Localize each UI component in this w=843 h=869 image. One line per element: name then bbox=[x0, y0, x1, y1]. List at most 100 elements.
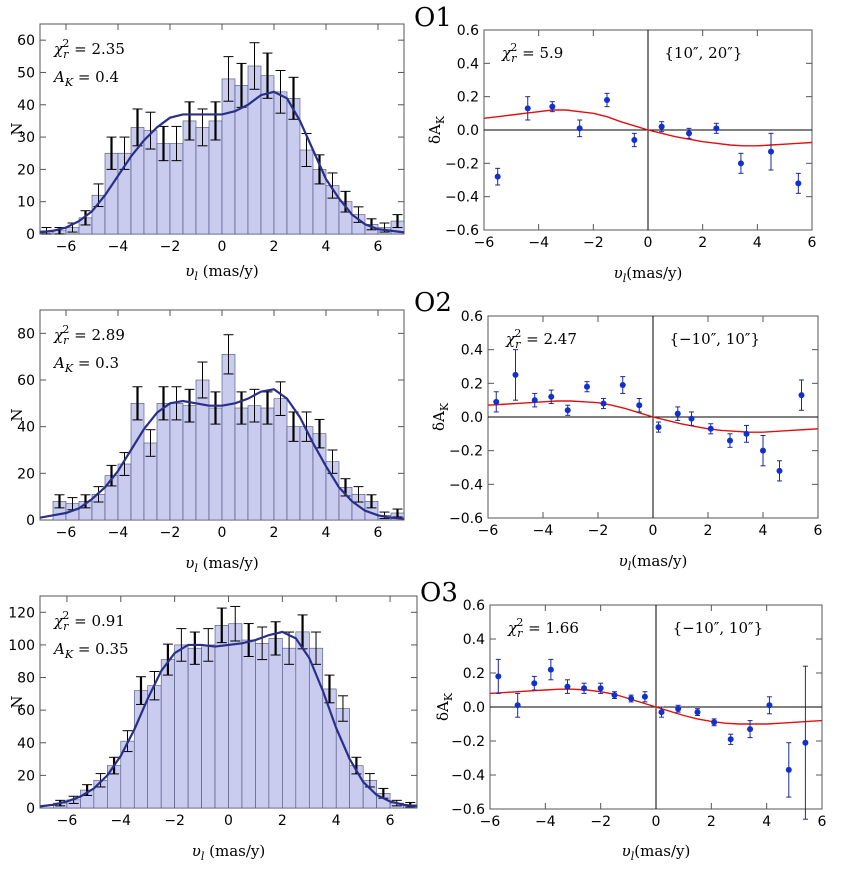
data-point bbox=[524, 105, 531, 112]
y-tick-label: 40 bbox=[17, 98, 35, 114]
y-axis-label: δAK bbox=[426, 115, 447, 144]
histogram-bar bbox=[221, 354, 236, 521]
offset-range-annotation: {−10″, 10″} bbox=[673, 619, 764, 637]
data-point bbox=[760, 447, 766, 454]
data-point bbox=[604, 97, 610, 103]
x-tick-label: −6 bbox=[56, 525, 77, 541]
chi-square-annotation: χr2 = 2.35 bbox=[53, 37, 125, 61]
x-tick-label: 4 bbox=[762, 814, 771, 830]
x-tick-label: −6 bbox=[474, 235, 495, 251]
histogram-bar bbox=[221, 78, 236, 235]
extinction-annotation: AK = 0.3 bbox=[52, 354, 119, 375]
x-tick-label: −2 bbox=[590, 814, 611, 830]
y-tick-label: 80 bbox=[17, 326, 35, 342]
y-tick-label: 120 bbox=[8, 605, 35, 621]
data-point bbox=[564, 407, 571, 414]
histogram-bar bbox=[247, 65, 262, 235]
x-tick-label: 0 bbox=[652, 814, 661, 830]
y-tick-label: −0.6 bbox=[445, 223, 479, 239]
y-tick-label: 60 bbox=[17, 33, 35, 49]
data-point bbox=[548, 393, 555, 400]
y-tick-label: 0.4 bbox=[463, 632, 485, 648]
x-tick-label: 0 bbox=[218, 239, 227, 255]
y-tick-label: 0.6 bbox=[457, 23, 479, 39]
panel-title-o2: O2 bbox=[414, 288, 452, 318]
y-tick-label: 0.4 bbox=[457, 56, 479, 72]
data-point bbox=[600, 400, 607, 407]
y-tick-label: −0.2 bbox=[449, 444, 483, 460]
y-tick-label: 0.2 bbox=[461, 376, 483, 392]
x-tick-label: −4 bbox=[110, 813, 131, 829]
x-tick-label: 2 bbox=[707, 814, 716, 830]
x-tick-label: 6 bbox=[818, 814, 827, 830]
y-tick-label: 0 bbox=[26, 513, 35, 529]
histogram-bar bbox=[187, 647, 202, 809]
histogram-bar bbox=[174, 644, 189, 809]
chi-square-annotation: χr2 = 2.89 bbox=[53, 323, 125, 347]
data-point bbox=[785, 766, 792, 773]
histogram-bar bbox=[268, 638, 283, 809]
fit-curve bbox=[39, 90, 405, 234]
x-tick-label: −2 bbox=[588, 523, 609, 539]
y-tick-label: 60 bbox=[17, 373, 35, 389]
chart-dak-o3: −6 −4 −2 0 2 4 6 −0.6 −0.4 −0.2 0.0 0.2 0.4 0.6 υl(mas… bbox=[434, 598, 827, 863]
panel-title-o3: O3 bbox=[420, 578, 458, 608]
x-tick-label: −6 bbox=[57, 813, 78, 829]
y-tick-label: 20 bbox=[17, 162, 35, 178]
panel-title-o1: O1 bbox=[414, 3, 452, 33]
histogram-bar bbox=[133, 690, 149, 809]
x-tick-label: 2 bbox=[270, 525, 279, 541]
histogram-bar bbox=[214, 625, 229, 809]
histogram-bar bbox=[182, 405, 197, 521]
y-axis-label: δAK bbox=[430, 402, 451, 431]
histogram-bar bbox=[195, 379, 210, 521]
data-point bbox=[576, 125, 583, 132]
histogram-bar bbox=[201, 644, 216, 809]
y-tick-label: 100 bbox=[8, 638, 35, 654]
histogram-bar bbox=[241, 639, 256, 809]
y-tick-label: 20 bbox=[17, 768, 35, 784]
data-point bbox=[531, 397, 538, 404]
chi-square-annotation: χr2 = 2.47 bbox=[505, 327, 577, 351]
x-tick-label: −4 bbox=[535, 814, 556, 830]
data-point bbox=[776, 467, 783, 474]
data-point bbox=[686, 130, 692, 137]
data-point bbox=[494, 173, 501, 180]
fit-curve bbox=[39, 630, 418, 808]
data-point bbox=[688, 415, 695, 422]
x-tick-label: −4 bbox=[528, 235, 549, 251]
x-tick-label: −2 bbox=[160, 525, 181, 541]
data-point bbox=[584, 383, 590, 390]
data-point bbox=[674, 410, 681, 417]
y-tick-label: 10 bbox=[17, 195, 35, 211]
histogram-bar bbox=[260, 407, 275, 521]
data-point bbox=[727, 736, 734, 743]
x-tick-label: 2 bbox=[704, 523, 713, 539]
data-point bbox=[631, 137, 638, 143]
histogram-bar bbox=[255, 642, 270, 809]
histogram-bar bbox=[335, 708, 350, 809]
x-tick-label: 4 bbox=[759, 523, 768, 539]
data-point bbox=[549, 103, 556, 110]
histogram-bar bbox=[160, 659, 175, 809]
x-tick-label: −2 bbox=[160, 239, 181, 255]
fit-curve bbox=[483, 109, 813, 147]
data-point bbox=[581, 685, 588, 692]
data-point bbox=[737, 160, 744, 167]
histogram-bar bbox=[282, 647, 297, 809]
x-tick-label: 0 bbox=[218, 525, 227, 541]
data-point bbox=[495, 673, 502, 680]
y-tick-label: 0.6 bbox=[461, 309, 483, 325]
y-tick-label: −0.2 bbox=[445, 156, 479, 172]
y-tick-label: 0.0 bbox=[457, 123, 479, 139]
data-point bbox=[512, 371, 519, 378]
data-point bbox=[619, 382, 626, 389]
x-tick-label: 6 bbox=[386, 813, 395, 829]
histogram-bar bbox=[147, 685, 162, 809]
data-point bbox=[675, 705, 682, 712]
data-point bbox=[768, 148, 774, 155]
y-tick-label: 0 bbox=[26, 801, 35, 817]
